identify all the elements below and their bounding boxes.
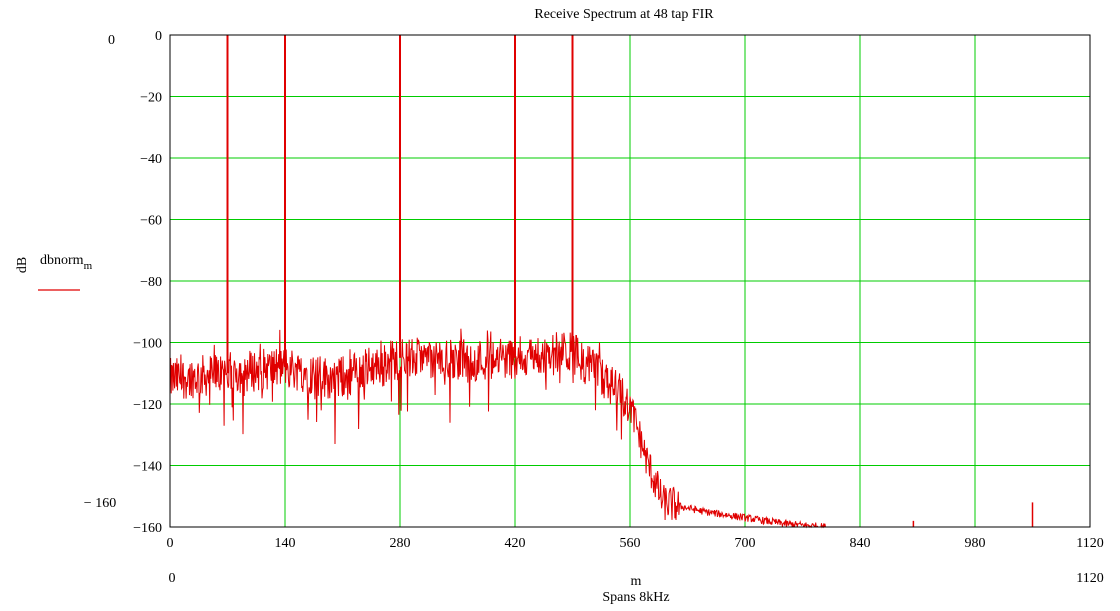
x-tick-label: 700 [735, 536, 756, 551]
y-tick-label: −40 [140, 152, 162, 167]
series-dbnorm [169, 35, 1034, 529]
legend-series-subscript: m [84, 260, 93, 272]
y-tick-label: 0 [155, 29, 162, 44]
plot-frame [169, 34, 1091, 528]
y-tick-label: −100 [133, 337, 162, 352]
x-tick-label: 980 [965, 536, 986, 551]
legend: dbnormm [38, 253, 93, 291]
x-range-left-label: 0 [169, 571, 176, 586]
tick-labels: 0 140 280 420 560 700 840 980 1120 0 −20 −40 −60 −80 −… [133, 29, 1104, 551]
y-range-bottom-label: − 160 [84, 496, 116, 511]
legend-series-name: dbnorm [40, 253, 84, 268]
y-axis-label: dB [15, 257, 30, 273]
x-tick-label: 280 [390, 536, 411, 551]
x-tick-label: 1120 [1076, 536, 1103, 551]
y-tick-label: −80 [140, 275, 162, 290]
x-tick-label: 840 [850, 536, 871, 551]
series-line-dbnorm [169, 328, 827, 529]
chart-title: Receive Spectrum at 48 tap FIR [534, 7, 714, 22]
x-axis-label: m [631, 574, 642, 589]
y-tick-label: −160 [133, 521, 162, 536]
y-tick-label: −120 [133, 398, 162, 413]
x-axis-sublabel: Spans 8kHz [602, 590, 669, 605]
x-tick-label: 420 [505, 536, 526, 551]
legend-label: dbnormm [40, 253, 93, 272]
grid-lines [170, 35, 1090, 527]
x-tick-label: 560 [620, 536, 641, 551]
x-range-right-label: 1120 [1076, 571, 1103, 586]
y-range-top-label: 0 [108, 33, 115, 48]
x-tick-label: 140 [275, 536, 296, 551]
y-tick-label: −20 [140, 91, 162, 106]
y-tick-label: −140 [133, 460, 162, 475]
x-tick-label: 0 [167, 536, 174, 551]
y-tick-label: −60 [140, 214, 162, 229]
